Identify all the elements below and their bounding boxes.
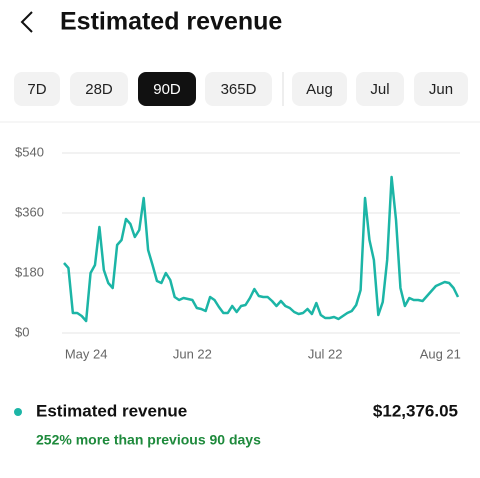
tab[interactable] — [356, 72, 404, 106]
tab[interactable] — [70, 72, 128, 106]
tab[interactable] — [205, 72, 272, 106]
legend-label: Estimated revenue — [36, 401, 187, 420]
total-value: $12,376.05 — [373, 401, 458, 420]
y-tick-label: $540 — [15, 144, 44, 159]
x-tick-label: Aug 21 — [420, 346, 461, 361]
page-title: Estimated revenue — [60, 8, 282, 36]
tab-label[interactable]: 7D — [27, 81, 46, 98]
tab-label[interactable]: Jun — [429, 81, 453, 98]
x-tick-label: May 24 — [65, 346, 108, 361]
tab-label[interactable]: Aug — [306, 81, 333, 98]
x-tick-label: Jun 22 — [173, 346, 212, 361]
tab-label[interactable]: 365D — [221, 81, 257, 98]
tab-label[interactable]: Jul — [370, 81, 389, 98]
tab[interactable] — [138, 72, 196, 106]
revenue-line — [63, 175, 460, 323]
tab[interactable] — [292, 72, 347, 106]
tab[interactable] — [414, 72, 468, 106]
y-tick-label: $360 — [15, 204, 44, 219]
tab[interactable] — [14, 72, 60, 106]
legend-dot — [14, 408, 22, 416]
back-button[interactable] — [20, 11, 33, 33]
tab-label[interactable]: 90D — [153, 81, 181, 98]
tab-label[interactable]: 28D — [85, 81, 113, 98]
change-text: 252% more than previous 90 days — [36, 432, 261, 448]
y-tick-label: $180 — [15, 264, 44, 279]
y-tick-label: $0 — [15, 324, 29, 339]
x-tick-label: Jul 22 — [308, 346, 343, 361]
